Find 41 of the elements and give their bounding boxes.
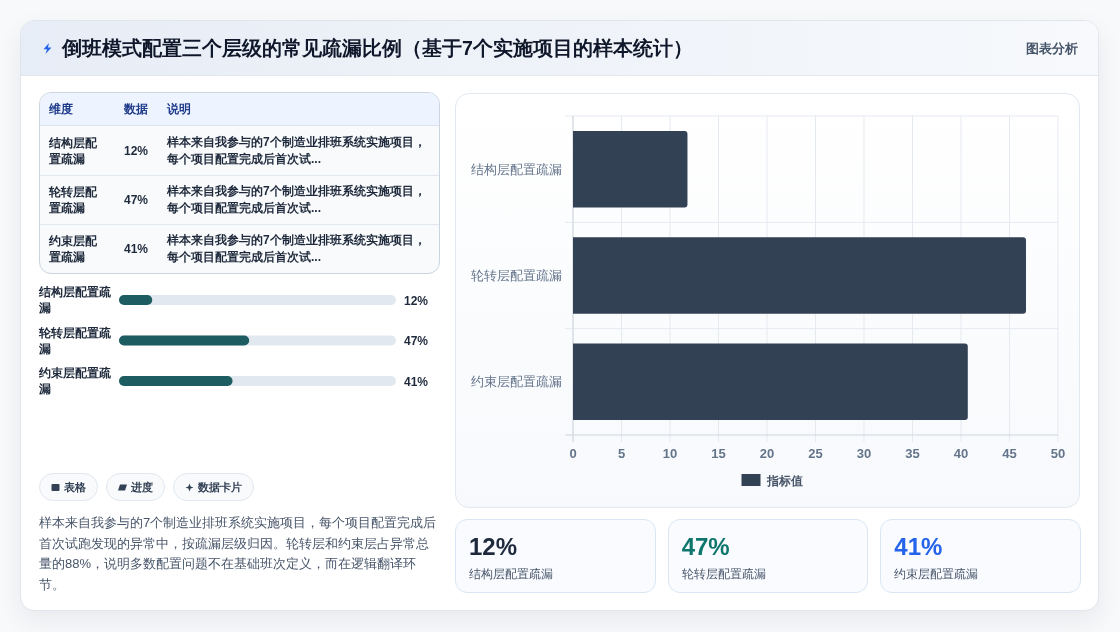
y-tick-label: 轮转层配置疏漏 bbox=[471, 268, 562, 283]
x-tick-label: 0 bbox=[569, 446, 577, 461]
x-tick-label: 10 bbox=[662, 446, 678, 461]
data-label: 41% bbox=[404, 374, 429, 389]
text: 样本来自我参与的7个制造业排班系统实施项目，每个项目配置完成后首次试... bbox=[167, 133, 427, 168]
legend-label: 指标值 bbox=[765, 473, 803, 488]
text: 样本来自我参与的7个制造业排班系统实施项目，每个项目配置完成后首次试跑发现的异常中，按疏漏层级归因。轮转层和约束层占异常总量的88%，说明多数配置问题不在基础班次定义，而在逻辑翻译环节。 bbox=[39, 514, 438, 594]
x-tick-label: 30 bbox=[856, 446, 872, 461]
text: 表格 bbox=[64, 479, 86, 495]
x-tick-label: 25 bbox=[808, 446, 823, 461]
text: 样本来自我参与的7个制造业排班系统实施项目，每个项目配置完成后首次试... bbox=[167, 183, 427, 217]
text: 轮转层配置疏漏 bbox=[681, 566, 766, 582]
x-tick-label: 40 bbox=[953, 446, 969, 461]
x-tick-label: 50 bbox=[1050, 446, 1066, 461]
data-label: 47% bbox=[404, 334, 429, 348]
text: 12% bbox=[469, 532, 518, 562]
y-tick-label: 约束层配置疏漏 bbox=[471, 374, 562, 390]
data-label: 12% bbox=[404, 293, 429, 308]
text: 12% bbox=[124, 143, 150, 158]
y-tick-label: 结构层配置疏漏 bbox=[471, 161, 562, 177]
text: 图表分析 bbox=[1026, 40, 1078, 58]
x-tick-label: 5 bbox=[617, 446, 626, 461]
text: 47% bbox=[124, 193, 150, 207]
y-tick-label: 约束层配置疏漏 bbox=[39, 365, 112, 397]
text: 进度 bbox=[131, 479, 153, 495]
text: 维度 bbox=[49, 100, 74, 118]
x-tick-label: 45 bbox=[1002, 446, 1017, 461]
text: 说明 bbox=[167, 100, 192, 118]
text: 样本来自我参与的7个制造业排班系统实施项目，每个项目配置完成后首次试... bbox=[167, 232, 427, 266]
x-tick-label: 35 bbox=[905, 446, 920, 461]
text: 数据 bbox=[124, 100, 149, 118]
text: 约束层配置疏漏 bbox=[894, 566, 979, 582]
text: 数据卡片 bbox=[198, 479, 242, 495]
y-tick-label: 结构层配置疏漏 bbox=[39, 284, 112, 316]
text: 41% bbox=[894, 532, 943, 562]
text: 47% bbox=[681, 532, 730, 562]
y-tick-label: 轮转层配置疏漏 bbox=[39, 324, 112, 357]
text: 41% bbox=[124, 242, 150, 256]
x-tick-label: 15 bbox=[711, 446, 726, 461]
x-tick-label: 20 bbox=[759, 446, 775, 461]
text: 倒班模式配置三个层级的常见疏漏比例（基于7个实施项目的样本统计） bbox=[62, 36, 693, 61]
